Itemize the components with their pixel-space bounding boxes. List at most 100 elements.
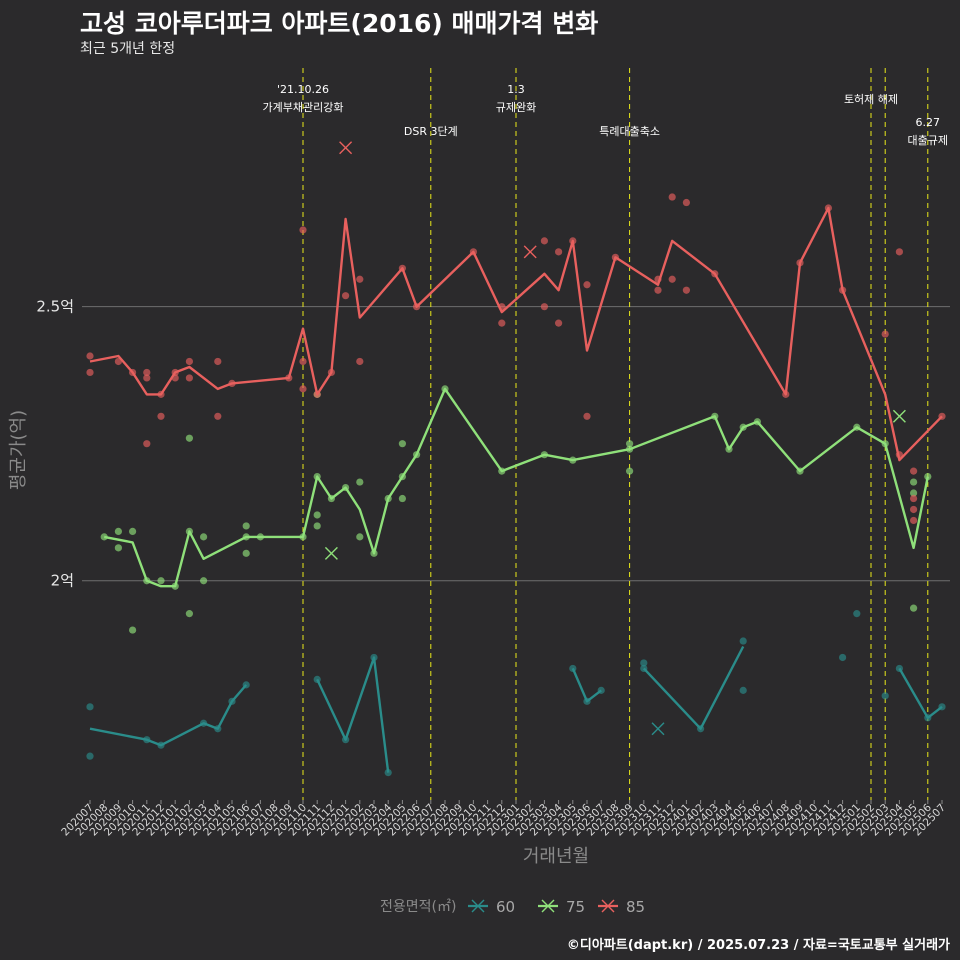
data-point-85 — [143, 440, 151, 448]
data-point-60 — [739, 686, 747, 694]
data-point-85 — [583, 281, 591, 289]
event-label: 특례대출축소 — [599, 125, 660, 138]
data-point-75 — [398, 440, 406, 448]
data-point-85 — [555, 319, 563, 327]
legend-cross — [541, 899, 555, 913]
data-point-85 — [682, 198, 691, 207]
data-point-85 — [342, 292, 350, 300]
legend-label-85: 85 — [626, 898, 645, 916]
series-line-60 — [642, 645, 745, 730]
data-point-75 — [924, 472, 932, 481]
cross-marker-60 — [651, 722, 665, 736]
data-point-75 — [398, 494, 406, 503]
chart-title: 고성 코아루더파크 아파트(2016) 매매가격 변화 — [80, 9, 599, 38]
data-point-85 — [895, 248, 904, 256]
legend-key-60 — [468, 899, 488, 913]
series-line-85 — [89, 206, 943, 462]
data-point-85 — [910, 516, 918, 525]
legend-title: 전용면적(㎡) — [380, 899, 456, 915]
event-label: 대출규제 — [908, 134, 948, 147]
series-line-75 — [103, 387, 929, 588]
legend-label-60: 60 — [496, 898, 515, 916]
cross-marker-75 — [324, 546, 338, 560]
data-point-75 — [200, 577, 208, 585]
data-point-85 — [356, 357, 364, 366]
cross-marker-75 — [892, 409, 906, 423]
y-tick-label: 2.5억 — [36, 298, 74, 316]
legend-key-85 — [598, 899, 618, 913]
event-label: 규제완화 — [496, 101, 536, 114]
data-point-85 — [299, 226, 307, 234]
cross-stroke — [523, 245, 537, 259]
data-point-75 — [100, 533, 108, 541]
data-point-75 — [313, 522, 321, 530]
data-point-60 — [86, 703, 94, 711]
cross-stroke — [324, 546, 338, 560]
event-label: DSR 3단계 — [404, 125, 458, 138]
data-point-75 — [356, 533, 364, 541]
data-point-85 — [143, 374, 151, 382]
data-point-75 — [129, 527, 137, 536]
series-line-60 — [898, 667, 943, 719]
data-point-85 — [356, 275, 364, 283]
data-point-85 — [185, 374, 193, 382]
data-point-85 — [86, 368, 94, 377]
data-point-75 — [157, 577, 165, 585]
data-point-75 — [242, 549, 250, 557]
event-date-label: '21.10.26 — [277, 83, 329, 96]
data-point-60 — [739, 637, 747, 645]
data-point-85 — [86, 352, 94, 360]
data-point-75 — [242, 522, 250, 530]
data-point-85 — [910, 494, 918, 503]
data-point-60 — [839, 653, 847, 662]
data-point-85 — [881, 330, 889, 338]
series-line-60 — [89, 684, 248, 747]
data-point-75 — [114, 527, 122, 536]
data-point-85 — [910, 505, 918, 514]
legend-cross — [471, 899, 485, 913]
cross-stroke — [651, 722, 665, 736]
data-point-75 — [356, 478, 364, 486]
data-point-85 — [668, 193, 676, 201]
data-point-75 — [129, 626, 137, 634]
data-point-85 — [682, 286, 691, 294]
data-point-60 — [881, 692, 889, 700]
data-point-75 — [910, 478, 918, 486]
y-axis-title: 평균가(억) — [8, 410, 29, 490]
data-point-60 — [86, 752, 94, 760]
data-point-75 — [626, 467, 634, 475]
data-point-75 — [185, 434, 193, 442]
data-point-85 — [157, 412, 165, 420]
data-point-75 — [910, 604, 918, 612]
data-point-75 — [313, 511, 321, 519]
cross-marker-85 — [523, 245, 537, 259]
data-point-85 — [214, 412, 222, 420]
data-point-75 — [114, 544, 122, 552]
data-point-85 — [540, 303, 549, 311]
data-point-85 — [299, 357, 307, 366]
data-point-85 — [214, 357, 222, 366]
data-point-85 — [555, 248, 563, 256]
data-point-60 — [640, 659, 648, 667]
event-date-label: 1.3 — [507, 83, 525, 96]
x-axis-title: 거래년월 — [523, 846, 589, 867]
legend-label-75: 75 — [566, 898, 585, 916]
legend-key-75 — [538, 899, 558, 913]
data-point-85 — [299, 385, 307, 393]
event-date-label: 6.27 — [916, 116, 941, 129]
data-point-75 — [626, 440, 634, 448]
data-point-60 — [853, 610, 861, 618]
series-line-60 — [571, 667, 602, 703]
data-point-75 — [200, 533, 208, 541]
y-tick-label: 2억 — [51, 572, 74, 590]
event-label: 가계부채관리강화 — [263, 101, 344, 114]
data-point-85 — [910, 467, 918, 475]
data-point-85 — [583, 412, 591, 420]
data-point-85 — [668, 275, 676, 283]
chart-caption: ©디아파트(dapt.kr) / 2025.07.23 / 자료=국토교통부 실… — [566, 938, 950, 953]
chart-subtitle: 최근 5개년 한정 — [80, 41, 176, 57]
cross-stroke — [339, 141, 353, 155]
data-point-85 — [185, 357, 193, 366]
legend-cross — [601, 899, 615, 913]
